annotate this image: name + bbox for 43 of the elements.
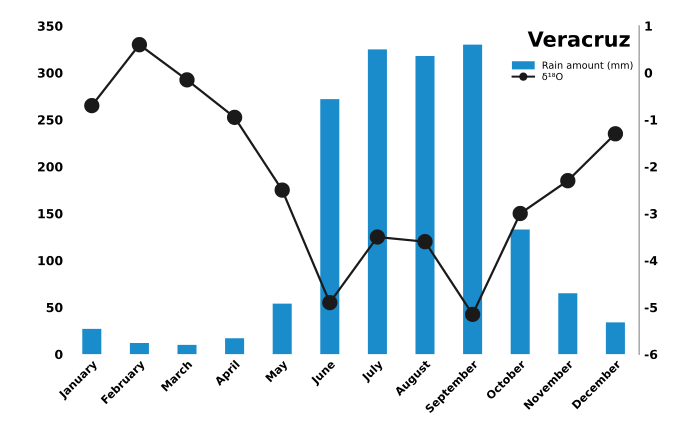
bar (130, 342, 149, 354)
point (84, 98, 100, 114)
bar (320, 99, 340, 354)
legend-label: δ¹⁸O (542, 72, 563, 80)
point (226, 110, 242, 126)
bar (558, 293, 578, 354)
bar (606, 322, 625, 354)
y2-tick-label: 1 (645, 22, 652, 31)
y-tick-label: 350 (38, 21, 63, 31)
bar (225, 338, 244, 354)
legend-label: Rain amount (mm) (542, 61, 633, 70)
point (608, 126, 624, 142)
y-tick-label: 100 (38, 256, 63, 266)
y-tick-label: 300 (38, 68, 63, 78)
y2-tick-label: -2 (644, 162, 657, 172)
bar (82, 328, 102, 354)
y2-tick-label: -1 (644, 115, 658, 124)
y-tick-label: 250 (38, 115, 63, 125)
y-tick-label: 50 (46, 302, 63, 312)
y2-tick-label: -3 (644, 209, 657, 218)
point (179, 72, 195, 88)
y-tick-label: 200 (38, 162, 63, 172)
point (132, 37, 148, 52)
point (274, 182, 290, 198)
chart-title: Veracruz (528, 31, 630, 47)
y2-tick-label: -5 (644, 302, 658, 312)
y2-tick-label: 0 (644, 68, 652, 78)
y2-tick-label: -6 (644, 350, 658, 360)
y-tick-label: 150 (38, 209, 63, 218)
y-tick-label: 0 (55, 350, 63, 360)
point (417, 234, 433, 250)
bar (368, 49, 387, 354)
y2-tick-label: -4 (644, 256, 658, 266)
point (322, 295, 338, 310)
point (370, 229, 386, 245)
bar (463, 44, 482, 354)
bar (272, 304, 292, 354)
bar (177, 344, 197, 354)
bar (415, 56, 435, 354)
bar (510, 229, 530, 354)
point (560, 173, 576, 188)
point (512, 206, 528, 222)
point (464, 306, 480, 322)
